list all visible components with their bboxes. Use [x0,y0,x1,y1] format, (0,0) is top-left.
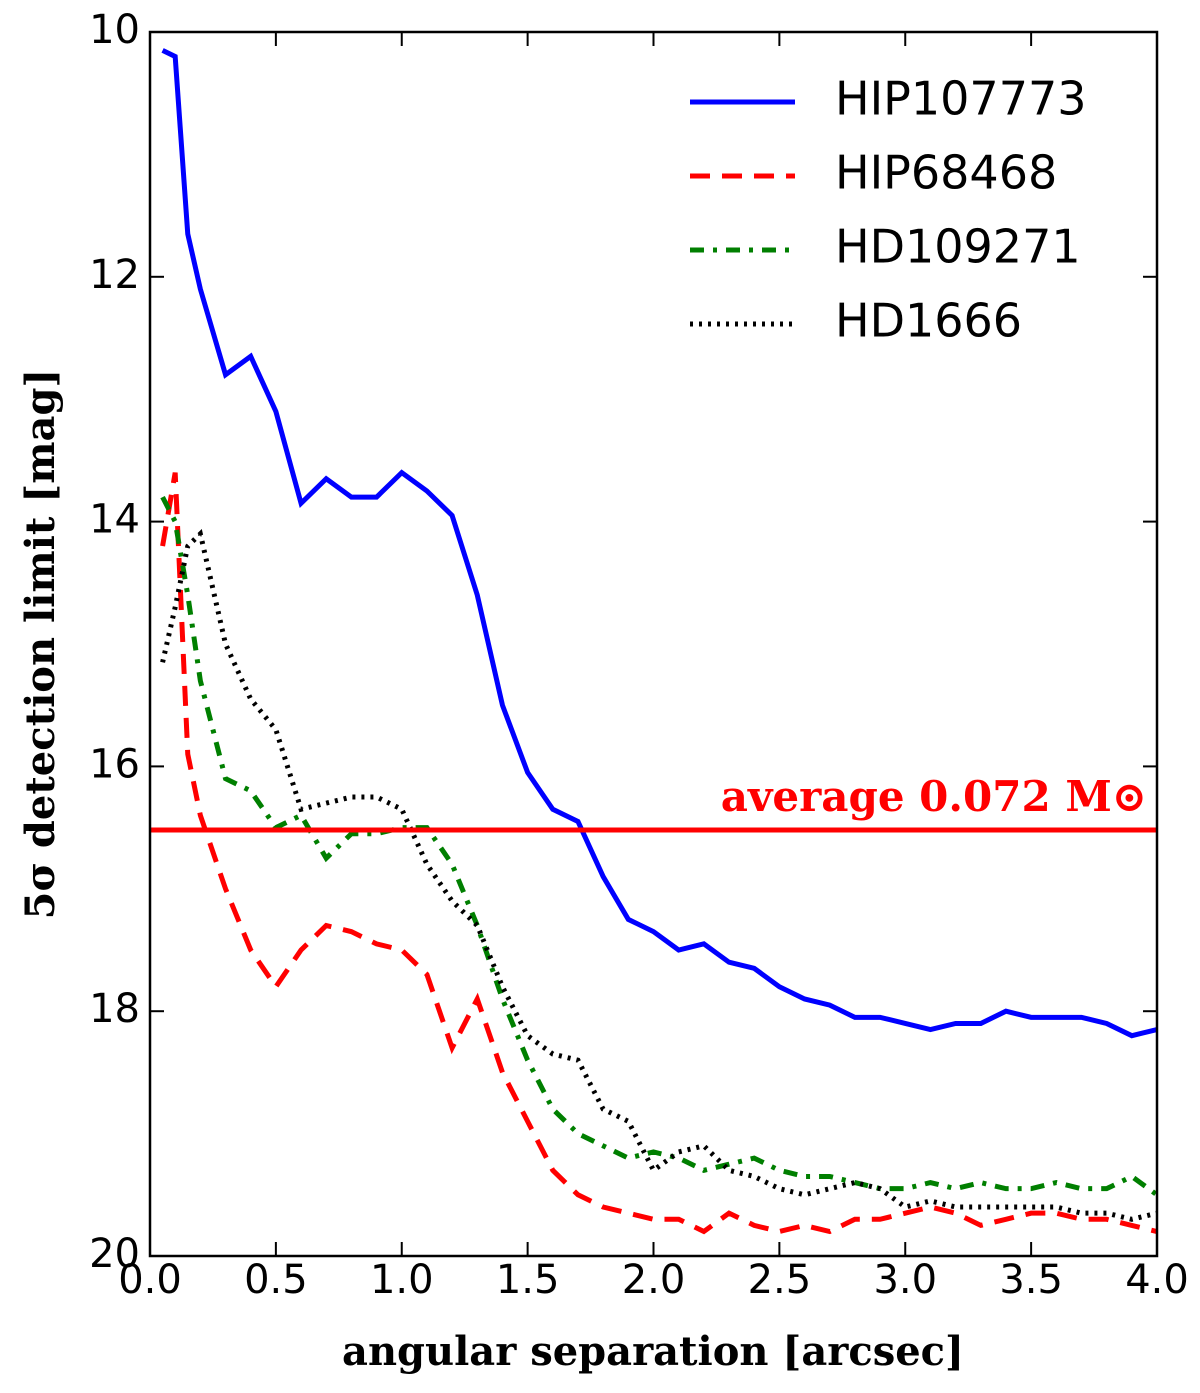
x-tick-label: 0.5 [244,1257,308,1303]
y-tick-label: 10 [89,7,140,53]
y-tick-label: 12 [89,252,140,298]
x-tick-label: 3.0 [873,1257,937,1303]
x-tick-label: 2.5 [748,1257,812,1303]
x-tick-label: 1.0 [370,1257,434,1303]
data-line [160,528,1157,1222]
data-line [161,48,1157,1039]
x-tick-label: 0.0 [118,1257,182,1303]
data-line [160,495,1157,1197]
legend-label: HIP107773 [835,72,1087,126]
x-tick-label: 4.0 [1125,1257,1189,1303]
x-tick-label: 1.5 [496,1257,560,1303]
y-axis-label: 5σ detection limit [mag] [17,369,64,920]
y-tick-label: 14 [89,497,140,543]
y-tick-label: 20 [89,1231,140,1277]
y-tick-label: 18 [89,986,140,1032]
data-line [160,472,1157,1235]
x-axis-label: angular separation [arcsec] [342,1328,964,1375]
x-tick-label: 2.0 [622,1257,686,1303]
reference-label: average 0.072 M⊙ [721,772,1147,821]
y-tick-label: 16 [89,741,140,787]
plot-frame [148,30,1159,1258]
legend-label: HD1666 [835,294,1022,348]
legend-label: HIP68468 [835,146,1057,200]
x-tick-label: 3.5 [999,1257,1063,1303]
legend-label: HD109271 [835,220,1081,274]
